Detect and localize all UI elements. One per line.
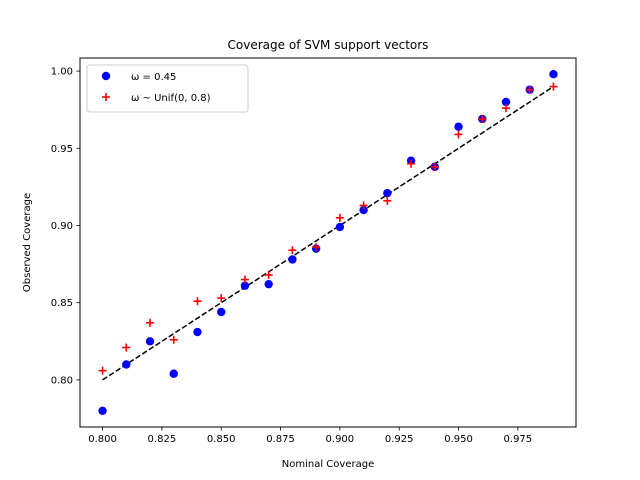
data-point-plus bbox=[525, 85, 534, 94]
legend-marker-plus bbox=[102, 93, 110, 101]
y-tick-label: 1.00 bbox=[51, 67, 73, 78]
data-point-circle bbox=[501, 97, 511, 107]
data-point-circle bbox=[264, 279, 273, 289]
data-point-plus bbox=[501, 104, 510, 113]
x-tick-label: 0.975 bbox=[504, 434, 533, 445]
x-axis-label: Nominal Coverage bbox=[282, 459, 374, 470]
data-point-circle bbox=[359, 205, 368, 215]
data-point-plus bbox=[264, 270, 273, 279]
data-point-circle bbox=[549, 70, 558, 79]
data-point-plus bbox=[478, 114, 487, 123]
data-point-plus bbox=[335, 213, 344, 222]
y-tick-label: 0.95 bbox=[51, 144, 73, 155]
data-point-circle bbox=[454, 122, 463, 131]
data-point-plus bbox=[217, 294, 226, 303]
x-tick-label: 0.875 bbox=[266, 434, 295, 445]
legend: ω = 0.45 ω ~ Unif(0, 0.8) bbox=[86, 64, 249, 113]
legend-marker-circle bbox=[101, 71, 111, 81]
data-point-circle bbox=[98, 406, 107, 415]
y-tick-label: 0.80 bbox=[51, 375, 73, 386]
legend-label-series-1: ω = 0.45 bbox=[131, 72, 176, 83]
data-point-circle bbox=[335, 222, 345, 232]
x-tick-label: 0.800 bbox=[88, 434, 117, 445]
axes-frame bbox=[79, 57, 577, 428]
data-point-circle bbox=[193, 327, 202, 337]
plot-area bbox=[98, 70, 558, 415]
data-point-circle bbox=[217, 307, 226, 317]
reference-line bbox=[102, 85, 554, 381]
data-point-plus bbox=[146, 318, 155, 327]
data-point-plus bbox=[549, 82, 558, 91]
x-tick-label: 0.900 bbox=[326, 434, 355, 445]
data-point-plus bbox=[98, 366, 107, 375]
y-tick-label: 0.85 bbox=[51, 298, 73, 309]
y-tick-label: 0.90 bbox=[51, 221, 73, 232]
data-point-circle bbox=[145, 337, 155, 346]
data-point-plus bbox=[312, 243, 321, 252]
data-point-plus bbox=[193, 297, 202, 306]
data-point-plus bbox=[454, 130, 463, 139]
data-point-plus bbox=[407, 159, 416, 168]
data-point-plus bbox=[169, 335, 178, 344]
x-tick-label: 0.850 bbox=[207, 434, 236, 445]
data-point-plus bbox=[122, 343, 131, 352]
chart-title: Coverage of SVM support vectors bbox=[228, 38, 429, 52]
data-point-plus bbox=[430, 162, 439, 171]
data-point-circle bbox=[383, 188, 392, 198]
legend-label-series-2: ω ~ Unif(0, 0.8) bbox=[131, 93, 211, 104]
axes-ticks: 0.800 0.825 0.850 0.875 0.900 0.925 0.950 0.975… bbox=[51, 67, 532, 445]
x-tick-label: 0.925 bbox=[385, 434, 414, 445]
data-point-plus bbox=[288, 246, 297, 255]
y-axis-label: Observed Coverage bbox=[22, 193, 33, 292]
x-tick-label: 0.950 bbox=[444, 434, 473, 445]
x-tick-label: 0.825 bbox=[148, 434, 177, 445]
data-point-circle bbox=[169, 369, 178, 378]
data-point-circle bbox=[240, 281, 250, 290]
data-point-circle bbox=[288, 255, 297, 264]
data-point-circle bbox=[122, 360, 131, 369]
legend-frame bbox=[86, 64, 249, 113]
data-point-plus bbox=[383, 196, 392, 205]
data-point-plus bbox=[240, 275, 249, 284]
data-point-plus bbox=[359, 201, 368, 210]
